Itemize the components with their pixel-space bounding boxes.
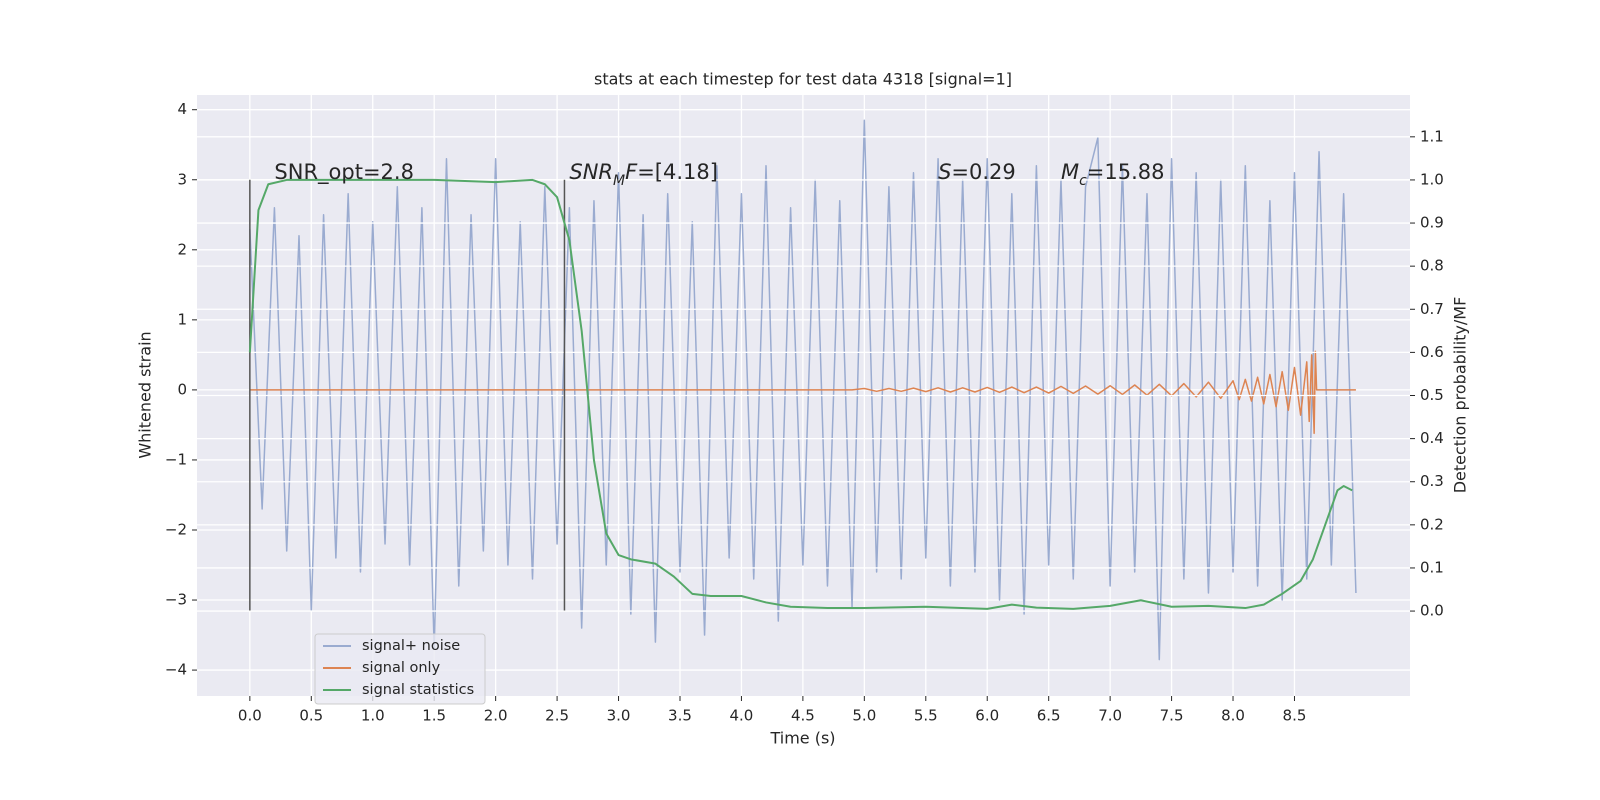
annotation: SNRMF=[4.18] xyxy=(569,160,718,189)
y2-tick-label: 0.8 xyxy=(1420,257,1444,275)
y-tick-label: 2 xyxy=(177,240,187,258)
y2-tick-label: 0.2 xyxy=(1420,515,1444,533)
x-tick-label: 6.0 xyxy=(975,707,999,725)
x-tick-label: 7.0 xyxy=(1098,707,1122,725)
x-tick-label: 3.5 xyxy=(668,707,692,725)
annotation-part: c xyxy=(1079,173,1087,189)
x-tick-label: 5.0 xyxy=(852,707,876,725)
x-tick-label: 5.5 xyxy=(914,707,938,725)
annotation: Mc=15.88 xyxy=(1061,160,1165,189)
y2-tick-label: 0.3 xyxy=(1420,472,1444,490)
y-tick-label: 4 xyxy=(177,100,187,118)
x-tick-label: 1.5 xyxy=(422,707,446,725)
annotation-part: F xyxy=(625,160,638,184)
y2-tick-label: 0.4 xyxy=(1420,429,1444,447)
y2-tick-label: 1.1 xyxy=(1420,127,1444,145)
y-axis-label: Whitened strain xyxy=(136,331,155,458)
y-tick-label: −3 xyxy=(165,591,187,609)
y2-axis-label: Detection probability/MF xyxy=(1451,297,1470,494)
x-tick-label: 0.5 xyxy=(299,707,323,725)
y2-tick-label: 1.0 xyxy=(1420,170,1444,188)
x-tick-label: 8.0 xyxy=(1221,707,1245,725)
y2-tick-label: 0.6 xyxy=(1420,343,1444,361)
y-tick-label: −2 xyxy=(165,520,187,538)
x-tick-label: 7.5 xyxy=(1160,707,1184,725)
annotation-part: M xyxy=(613,173,625,189)
x-tick-label: 8.5 xyxy=(1283,707,1307,725)
chart-title: stats at each timestep for test data 431… xyxy=(594,70,1012,89)
x-tick-label: 4.5 xyxy=(791,707,815,725)
x-tick-label: 1.0 xyxy=(361,707,385,725)
y-tick-label: 0 xyxy=(177,380,187,398)
x-tick-label: 2.0 xyxy=(484,707,508,725)
legend-label: signal+ noise xyxy=(362,638,460,654)
annotation: SNR_opt=2.8 xyxy=(274,160,414,185)
y-tick-label: 3 xyxy=(177,170,187,188)
y2-tick-label: 0.9 xyxy=(1420,214,1444,232)
x-tick-label: 2.5 xyxy=(545,707,569,725)
legend-label: signal statistics xyxy=(362,682,474,698)
y-tick-label: 1 xyxy=(177,310,187,328)
x-tick-label: 3.0 xyxy=(607,707,631,725)
x-axis-label: Time (s) xyxy=(769,729,835,748)
annotation-part: =0.29 xyxy=(951,160,1015,184)
y2-tick-label: 0.7 xyxy=(1420,300,1444,318)
legend-box xyxy=(314,633,486,705)
x-tick-label: 0.0 xyxy=(238,707,262,725)
y2-tick-label: 0.1 xyxy=(1420,558,1444,576)
annotation-part: SNR xyxy=(569,160,613,184)
x-tick-label: 4.0 xyxy=(730,707,754,725)
annotation-part: =15.88 xyxy=(1087,160,1165,184)
legend-label: signal only xyxy=(362,660,441,676)
annotation: S=0.29 xyxy=(938,160,1016,184)
y2-tick-label: 0.5 xyxy=(1420,386,1444,404)
y-tick-label: −4 xyxy=(165,661,187,679)
annotation-part: S xyxy=(938,160,951,184)
annotation-part: M xyxy=(1061,160,1079,184)
annotation-part: =[4.18] xyxy=(637,160,718,184)
annotation-part: SNR_opt=2.8 xyxy=(274,160,414,185)
x-tick-label: 6.5 xyxy=(1037,707,1061,725)
series-line xyxy=(248,178,1353,610)
y2-tick-label: 0.0 xyxy=(1420,602,1444,620)
y-tick-label: −1 xyxy=(165,450,187,468)
